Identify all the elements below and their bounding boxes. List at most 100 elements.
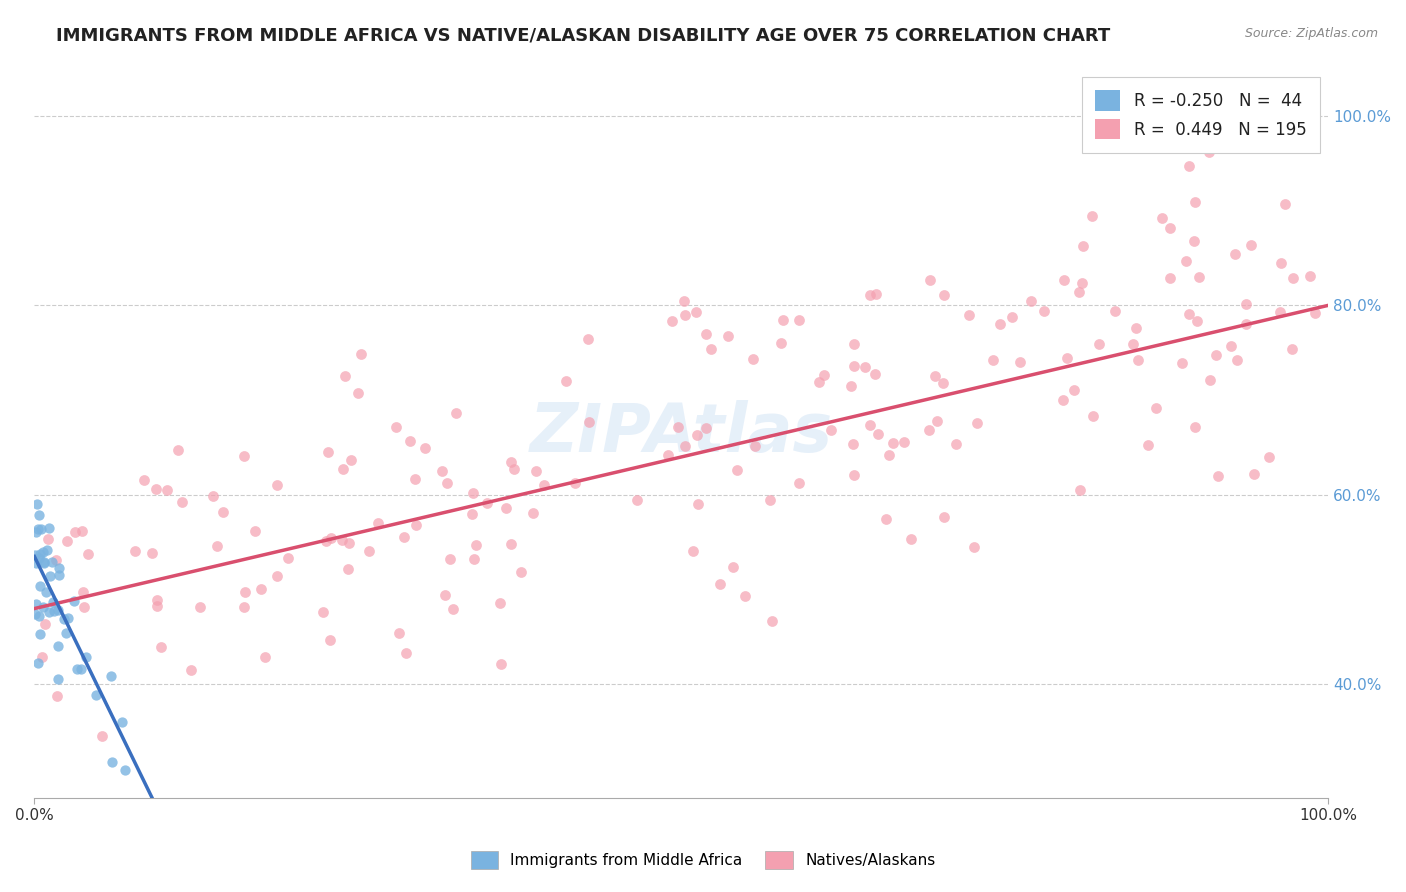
Point [865, 367, 887, 381]
Point [332, 462, 354, 476]
Point [46, 639, 69, 653]
Point [32, 557, 55, 571]
Point [1128, 353, 1150, 368]
Point [146, 593, 169, 607]
Point [489, 657, 512, 671]
Point [330, 533, 353, 547]
Point [48, 560, 70, 574]
Point [32, 599, 55, 614]
Point [66, 662, 89, 676]
Point [37, 533, 59, 547]
Point [1184, 195, 1206, 210]
Point [1240, 238, 1263, 252]
Point [1184, 420, 1206, 434]
Point [1175, 253, 1198, 268]
Point [101, 756, 124, 770]
Point [770, 335, 793, 350]
Point [100, 669, 122, 683]
Point [30, 579, 52, 593]
Point [709, 576, 731, 591]
Point [145, 599, 167, 613]
Point [564, 476, 586, 491]
Point [1088, 337, 1111, 351]
Point [918, 273, 941, 287]
Point [27, 522, 49, 536]
Point [981, 353, 1004, 368]
Point [787, 313, 810, 327]
Point [28, 547, 51, 561]
Point [46, 602, 69, 616]
Point [1150, 211, 1173, 226]
Point [35, 585, 58, 599]
Point [533, 478, 555, 492]
Point [172, 495, 194, 509]
Point [399, 434, 422, 448]
Point [1270, 256, 1292, 270]
Point [744, 439, 766, 453]
Point [893, 434, 915, 449]
Point [672, 294, 695, 309]
Point [499, 537, 522, 551]
Point [45, 553, 67, 567]
Point [1069, 285, 1091, 299]
Point [1219, 339, 1241, 353]
Point [1188, 270, 1211, 285]
Point [124, 544, 146, 558]
Point [1032, 304, 1054, 318]
Point [522, 506, 544, 520]
Point [319, 632, 342, 647]
Point [576, 332, 599, 346]
Point [1225, 246, 1247, 260]
Point [813, 368, 835, 382]
Point [1298, 269, 1320, 284]
Point [1144, 401, 1167, 416]
Point [1257, 450, 1279, 464]
Point [205, 539, 228, 553]
Point [682, 543, 704, 558]
Point [1052, 393, 1074, 408]
Point [42, 603, 65, 617]
Point [1008, 355, 1031, 369]
Point [882, 436, 904, 450]
Point [385, 419, 408, 434]
Point [73, 600, 96, 615]
Point [243, 524, 266, 538]
Point [439, 552, 461, 566]
Point [761, 615, 783, 629]
Point [350, 347, 373, 361]
Point [666, 420, 689, 434]
Point [41, 555, 63, 569]
Point [392, 530, 415, 544]
Point [86, 688, 108, 702]
Point [347, 386, 370, 401]
Point [461, 507, 484, 521]
Point [27, 656, 49, 670]
Point [72, 585, 94, 599]
Point [789, 476, 811, 491]
Point [1081, 209, 1104, 223]
Point [657, 448, 679, 462]
Point [25, 556, 48, 570]
Point [742, 352, 765, 367]
Point [1159, 270, 1181, 285]
Point [499, 455, 522, 469]
Point [63, 594, 86, 608]
Legend: Immigrants from Middle Africa, Natives/Alaskans: Immigrants from Middle Africa, Natives/A… [464, 845, 942, 875]
Point [34, 617, 56, 632]
Point [28, 508, 51, 522]
Point [461, 486, 484, 500]
Point [202, 489, 225, 503]
Point [233, 600, 256, 615]
Point [842, 436, 865, 450]
Point [24, 548, 46, 562]
Point [661, 314, 683, 328]
Point [699, 342, 721, 356]
Point [503, 461, 526, 475]
Point [1063, 383, 1085, 397]
Point [56, 534, 79, 549]
Point [686, 497, 709, 511]
Point [555, 374, 578, 388]
Point [46, 689, 69, 703]
Point [430, 464, 453, 478]
Point [1182, 234, 1205, 248]
